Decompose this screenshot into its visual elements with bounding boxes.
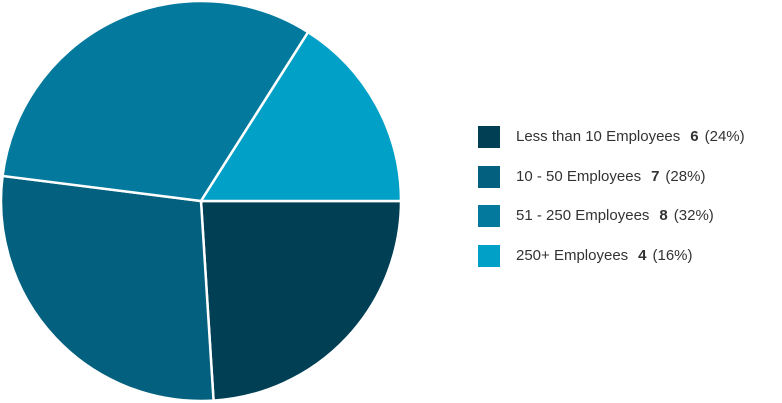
pie-slice	[198, 30, 403, 203]
legend-value: 7	[651, 168, 659, 185]
legend-share: (16%)	[653, 247, 693, 264]
legend-swatch	[478, 245, 500, 267]
legend-value: 8	[659, 207, 667, 224]
legend-swatch	[478, 166, 500, 188]
legend-label: Less than 10 Employees	[516, 128, 680, 145]
legend-share: (24%)	[705, 128, 745, 145]
legend-swatch	[478, 126, 500, 148]
legend-value: 6	[690, 128, 698, 145]
legend-share: (28%)	[665, 168, 705, 185]
legend-label: 10 - 50 Employees	[516, 168, 641, 185]
legend-label: 51 - 250 Employees	[516, 207, 649, 224]
legend-entry: 10 - 50 Employees 7 (28%)	[516, 168, 705, 185]
legend-label: 250+ Employees	[516, 247, 628, 264]
legend-share: (32%)	[674, 207, 714, 224]
legend-swatch	[478, 205, 500, 227]
legend-entry: Less than 10 Employees 6 (24%)	[516, 128, 745, 145]
pie-slice	[0, 174, 215, 403]
legend-entry: 250+ Employees 4 (16%)	[516, 247, 693, 264]
legend-entry: 51 - 250 Employees 8 (32%)	[516, 207, 714, 224]
pie-slice	[199, 199, 403, 402]
legend-value: 4	[638, 247, 647, 264]
